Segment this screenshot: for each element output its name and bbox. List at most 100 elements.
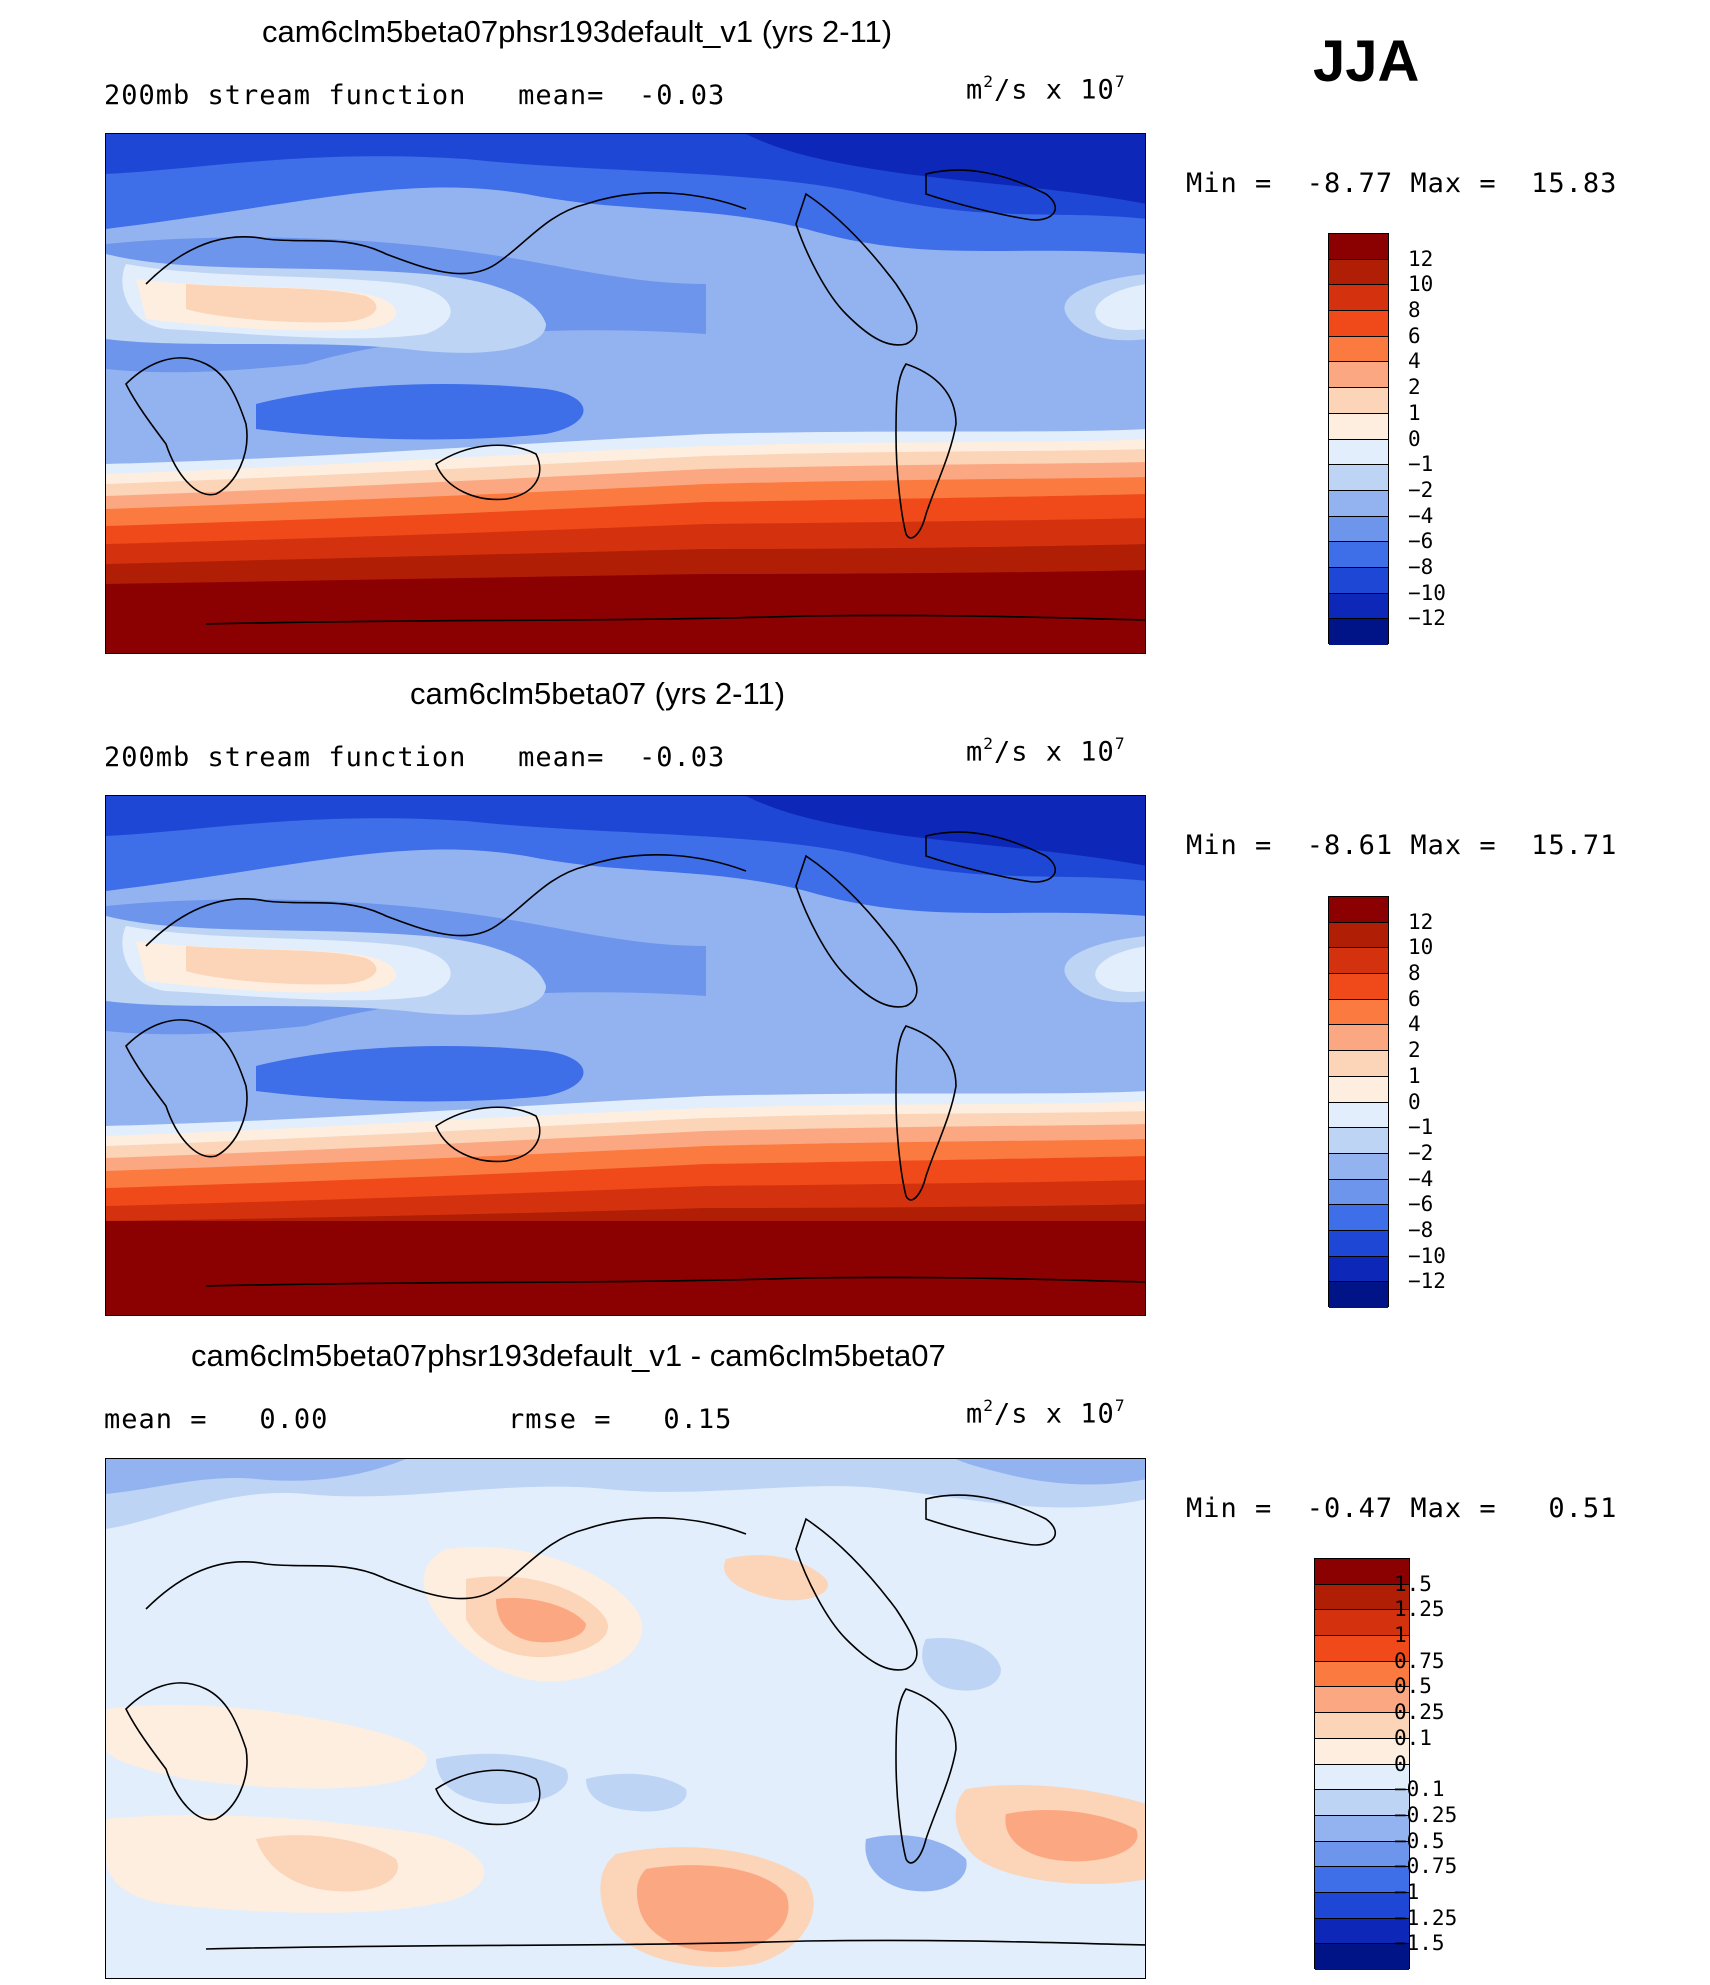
colorbar-segment xyxy=(1329,1153,1388,1180)
colorbar-label: 10 xyxy=(1408,272,1434,297)
colorbar-segment xyxy=(1329,619,1388,645)
colorbar-segment xyxy=(1329,948,1388,975)
colorbar-segment xyxy=(1315,1815,1409,1842)
colorbar-label: −1 xyxy=(1408,452,1434,477)
colorbar-segment xyxy=(1329,1205,1388,1231)
colorbar-label: −0.25 xyxy=(1394,1802,1458,1827)
colorbar-segment xyxy=(1315,1841,1409,1868)
colorbar-label: 0 xyxy=(1408,426,1421,451)
colorbar-segment xyxy=(1315,1610,1409,1637)
colorbar-segment xyxy=(1329,234,1388,260)
colorbar-segment xyxy=(1329,1102,1388,1129)
colorbar-label: 1 xyxy=(1394,1623,1407,1648)
colorbar-label: −8 xyxy=(1408,1217,1434,1242)
colorbar-label: −6 xyxy=(1408,1192,1434,1217)
colorbar-label: 1.25 xyxy=(1394,1597,1445,1622)
panel2-minmax: Min = -8.61 Max = 15.71 xyxy=(1186,830,1618,861)
colorbar-segment xyxy=(1329,516,1388,543)
colorbar-segment xyxy=(1315,1584,1409,1611)
colorbar-segment xyxy=(1329,465,1388,491)
panel1-colorbar xyxy=(1328,233,1389,645)
colorbar-label: 0.1 xyxy=(1394,1725,1432,1750)
colorbar-label: −4 xyxy=(1408,1166,1434,1191)
panel1-minmax: Min = -8.77 Max = 15.83 xyxy=(1186,168,1618,199)
panel1-coastlines xyxy=(125,169,1145,625)
colorbar-segment xyxy=(1329,1025,1388,1052)
colorbar-segment xyxy=(1315,1892,1409,1919)
panel1-map xyxy=(105,133,1146,654)
colorbar-segment xyxy=(1329,1282,1388,1308)
colorbar-segment xyxy=(1329,1051,1388,1077)
panel3-title: cam6clm5beta07phsr193default_v1 - cam6cl… xyxy=(191,1338,946,1373)
panel2-colorbar xyxy=(1328,896,1389,1308)
colorbar-segment xyxy=(1315,1918,1409,1945)
colorbar-label: −0.5 xyxy=(1394,1828,1445,1853)
colorbar-segment xyxy=(1315,1867,1409,1893)
colorbar-label: −12 xyxy=(1408,1269,1446,1294)
colorbar-segment xyxy=(1329,567,1388,594)
colorbar-label: 8 xyxy=(1408,298,1421,323)
panel2-contour-field xyxy=(106,796,1145,1315)
colorbar-label: −6 xyxy=(1408,529,1434,554)
colorbar-segment xyxy=(1329,285,1388,312)
colorbar-segment xyxy=(1329,897,1388,923)
colorbar-segment xyxy=(1315,1790,1409,1816)
colorbar-label: 0.5 xyxy=(1394,1674,1432,1699)
colorbar-segment xyxy=(1329,388,1388,414)
colorbar-segment xyxy=(1329,490,1388,517)
panel3-minmax: Min = -0.47 Max = 0.51 xyxy=(1186,1493,1618,1524)
colorbar-label: 2 xyxy=(1408,375,1421,400)
colorbar-label: 10 xyxy=(1408,935,1434,960)
colorbar-label: −10 xyxy=(1408,1243,1446,1268)
colorbar-label: 1 xyxy=(1408,1063,1421,1088)
panel1-units: m2/s x 107 xyxy=(966,72,1126,106)
panel2-coastlines xyxy=(125,831,1145,1287)
colorbar-label: −1 xyxy=(1394,1879,1420,1904)
colorbar-segment xyxy=(1329,1128,1388,1154)
colorbar-label: −1 xyxy=(1408,1115,1434,1140)
colorbar-label: 0.75 xyxy=(1394,1648,1445,1673)
colorbar-segment xyxy=(1329,311,1388,337)
colorbar-label: 4 xyxy=(1408,349,1421,374)
panel3-units: m2/s x 107 xyxy=(966,1396,1126,1430)
colorbar-label: 6 xyxy=(1408,323,1421,348)
colorbar-label: −12 xyxy=(1408,606,1446,631)
colorbar-label: 12 xyxy=(1408,909,1434,934)
panel2-units: m2/s x 107 xyxy=(966,734,1126,768)
colorbar-segment xyxy=(1315,1559,1409,1585)
colorbar-segment xyxy=(1315,1713,1409,1739)
colorbar-label: −4 xyxy=(1408,503,1434,528)
colorbar-segment xyxy=(1329,593,1388,620)
panel2-field-label: 200mb stream function mean= -0.03 xyxy=(104,742,726,773)
panel1-contour-field xyxy=(106,134,1145,653)
colorbar-segment xyxy=(1315,1764,1409,1791)
season-label: JJA xyxy=(1313,29,1420,94)
panel1-title: cam6clm5beta07phsr193default_v1 (yrs 2-1… xyxy=(262,14,893,49)
colorbar-label: −2 xyxy=(1408,477,1434,502)
colorbar-label: −8 xyxy=(1408,554,1434,579)
colorbar-label: 4 xyxy=(1408,1012,1421,1037)
colorbar-label: 0.25 xyxy=(1394,1700,1445,1725)
colorbar-label: −1.25 xyxy=(1394,1905,1458,1930)
colorbar-label: 0 xyxy=(1394,1751,1407,1776)
colorbar-segment xyxy=(1329,1076,1388,1103)
colorbar-segment xyxy=(1329,1256,1388,1283)
colorbar-label: −0.1 xyxy=(1394,1777,1445,1802)
colorbar-label: 6 xyxy=(1408,986,1421,1011)
panel3-map xyxy=(105,1458,1146,1979)
panel3-colorbar xyxy=(1314,1558,1410,1970)
colorbar-label: −2 xyxy=(1408,1140,1434,1165)
colorbar-label: −1.5 xyxy=(1394,1931,1445,1956)
colorbar-label: 1 xyxy=(1408,400,1421,425)
colorbar-segment xyxy=(1329,542,1388,568)
colorbar-label: 12 xyxy=(1408,246,1434,271)
colorbar-segment xyxy=(1329,362,1388,389)
colorbar-segment xyxy=(1329,259,1388,286)
panel3-contour-field xyxy=(106,1459,1145,1978)
colorbar-segment xyxy=(1329,336,1388,363)
colorbar-segment xyxy=(1315,1661,1409,1688)
colorbar-segment xyxy=(1315,1944,1409,1970)
panel3-mean: mean = 0.00 xyxy=(104,1404,329,1435)
colorbar-label: −10 xyxy=(1408,580,1446,605)
panel2-title: cam6clm5beta07 (yrs 2-11) xyxy=(410,676,786,711)
